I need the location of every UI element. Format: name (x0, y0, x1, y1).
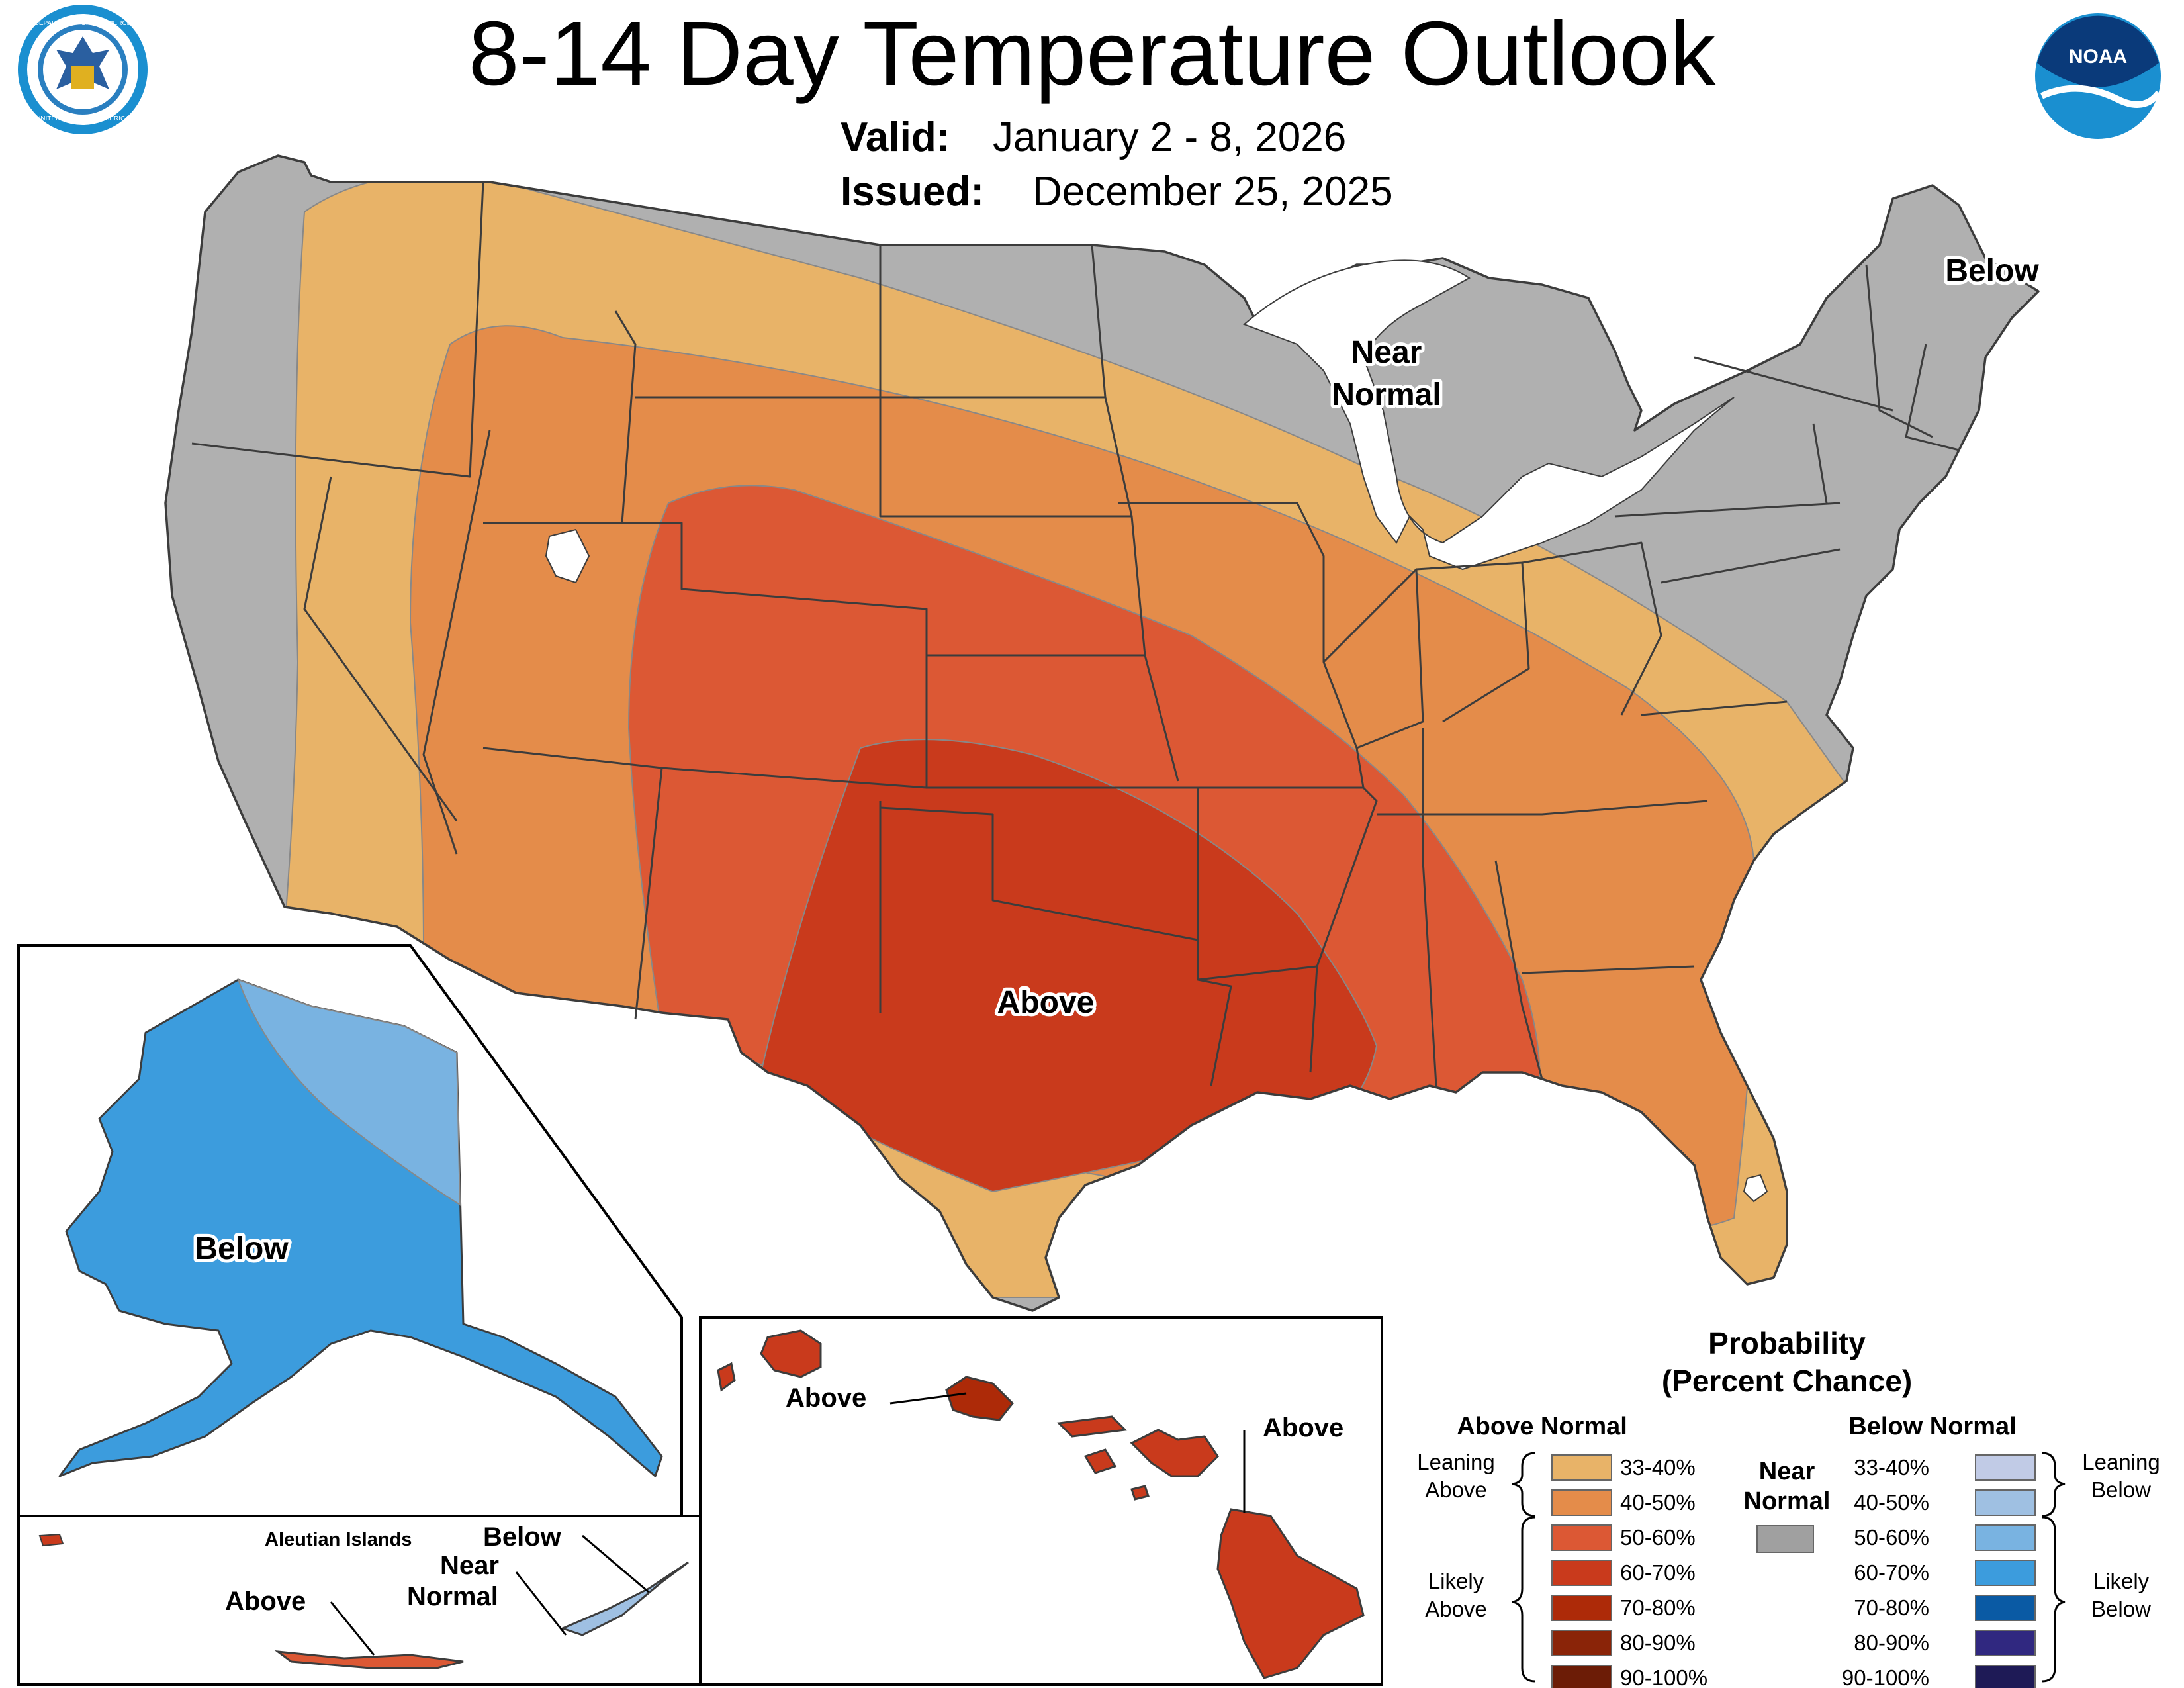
below-normal-header: Below Normal (1848, 1413, 2016, 1440)
near-normal-label-1: Near (1759, 1458, 1815, 1485)
aleutian-near-label-1: Near (440, 1551, 499, 1580)
issued-value: December 25, 2025 (1032, 169, 1393, 214)
aleutian-title: Aleutian Islands (265, 1529, 412, 1550)
noaa-logo-icon: NOAA (2035, 13, 2162, 139)
legend-title-1: Probability (1708, 1326, 1866, 1360)
legend-above-range-label: 33-40% (1620, 1455, 1696, 1479)
legend-below-swatch (1975, 1454, 2036, 1481)
legend-above-range-label: 60-70% (1620, 1560, 1696, 1585)
big-island (1216, 1508, 1365, 1679)
hawaii-above-label-2: Above (1263, 1413, 1343, 1442)
aleutian-above-label: Above (225, 1587, 306, 1616)
near-normal-label-2: Normal (1744, 1487, 1831, 1515)
legend-above-range-label: 40-50% (1620, 1490, 1696, 1515)
issued-label: Issued: (841, 169, 984, 214)
legend-below-range-label: 80-90% (1854, 1630, 1929, 1655)
near-normal-swatch (1756, 1525, 1814, 1553)
alaska-shape (58, 978, 663, 1477)
legend-above-swatch (1551, 1595, 1612, 1621)
seal-top-text: DEPARTMENT OF COMMERCE (34, 20, 132, 27)
likely-below-label-2: Below (2091, 1597, 2151, 1621)
conus-near-label-2: Normal (1332, 377, 1441, 412)
legend-below-range-label: 33-40% (1854, 1455, 1929, 1479)
noaa-logo-text: NOAA (2069, 46, 2127, 68)
conus-above-label: Above (997, 985, 1095, 1020)
conus-near-label-1: Near (1351, 335, 1422, 370)
legend-above-swatches: 33-40% 40-50% 50-60% 60-70% 70-80% 80-90% 90-1… (1551, 1454, 1707, 1688)
oahu (945, 1376, 1015, 1421)
lake-okeechobee (1743, 1174, 1768, 1203)
legend-below-swatch (1975, 1524, 2036, 1551)
legend-below-range-label: 90-100% (1842, 1665, 1929, 1688)
seal-bottom-text: UNITED STATES OF AMERICA (36, 115, 130, 122)
legend-above-range-label: 70-80% (1620, 1595, 1696, 1620)
legend-below-swatch (1975, 1489, 2036, 1516)
legend-below-swatches: 33-40% 40-50% 50-60% 60-70% 70-80% 80-90% 90-1… (1842, 1454, 2036, 1688)
likely-above-brace (1512, 1516, 1536, 1683)
legend-below-range-label: 40-50% (1854, 1490, 1929, 1515)
hawaii-above-label-1: Above (786, 1383, 866, 1413)
leaning-above-label-2: Above (1425, 1477, 1487, 1502)
aleutian-near-label-2: Normal (407, 1582, 498, 1611)
legend-title-2: (Percent Chance) (1662, 1364, 1912, 1398)
legend-above-swatch (1551, 1524, 1612, 1551)
legend-below-range-label: 70-80% (1854, 1595, 1929, 1620)
molokai (1056, 1415, 1128, 1438)
valid-label: Valid: (841, 115, 950, 160)
state-boundaries (191, 181, 1960, 1086)
legend-above-swatch (1551, 1665, 1612, 1688)
aleutian-inset: Aleutian Islands Above Below Near Normal (17, 1515, 702, 1686)
valid-value: January 2 - 8, 2026 (993, 115, 1346, 160)
legend-below-swatch (1975, 1560, 2036, 1586)
lanai (1083, 1448, 1117, 1474)
leaning-above-brace (1512, 1452, 1536, 1517)
legend-below-swatch (1975, 1665, 2036, 1688)
great-salt-lake (545, 528, 590, 584)
likely-below-brace (2041, 1516, 2066, 1683)
legend-above-swatch (1551, 1489, 1612, 1516)
legend-below-range-label: 50-60% (1854, 1525, 1929, 1550)
legend-below-swatch (1975, 1595, 2036, 1621)
aleutian-below-label: Below (483, 1523, 562, 1552)
legend-below-swatch (1975, 1630, 2036, 1656)
niihau (717, 1362, 736, 1392)
legend-below-range-label: 60-70% (1854, 1560, 1929, 1585)
legend: Probability (Percent Chance) Above Norma… (1417, 1326, 2160, 1688)
alaska-inset: Below (17, 944, 700, 1517)
leaning-below-label-1: Leaning (2082, 1450, 2160, 1474)
conus-below-label: Below (1945, 254, 2039, 289)
leaning-below-label-2: Below (2091, 1477, 2151, 1502)
leaning-below-brace (2041, 1452, 2066, 1517)
legend-above-range-label: 80-90% (1620, 1630, 1696, 1655)
legend-above-range-label: 90-100% (1620, 1665, 1707, 1688)
likely-above-label-1: Likely (1428, 1569, 1484, 1593)
legend-above-range-label: 50-60% (1620, 1525, 1696, 1550)
legend-above-swatch (1551, 1560, 1612, 1586)
kauai (760, 1329, 822, 1378)
alaska-below-40-50-region (237, 978, 461, 1206)
above-normal-header: Above Normal (1457, 1413, 1627, 1440)
alaska-below-label: Below (195, 1231, 289, 1266)
maui (1130, 1429, 1219, 1477)
legend-above-swatch (1551, 1630, 1612, 1656)
great-lakes (1243, 259, 1735, 571)
commerce-seal-icon: DEPARTMENT OF COMMERCE UNITED STATES OF … (18, 5, 148, 134)
leaning-above-label-1: Leaning (1417, 1450, 1494, 1474)
map-title: 8-14 Day Temperature Outlook (469, 3, 1716, 105)
likely-above-label-2: Above (1425, 1597, 1487, 1621)
kahoolawe (1130, 1485, 1150, 1501)
hawaii-inset: Above Above (699, 1316, 1383, 1686)
legend-above-swatch (1551, 1454, 1612, 1481)
likely-below-label-1: Likely (2093, 1569, 2150, 1593)
